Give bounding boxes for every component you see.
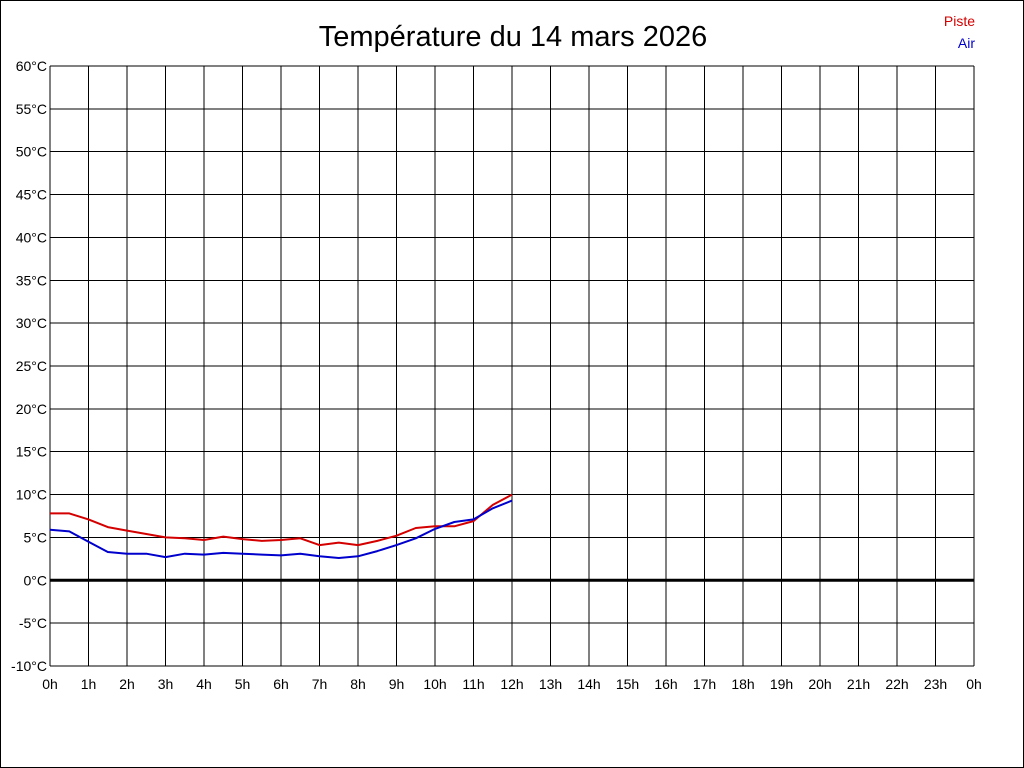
x-tick-label: 8h bbox=[350, 676, 366, 692]
x-axis-ticks: 0h 1h 2h 3h 4h 5h 6h 7h 8h 9h 10h 11h 12h 13h 14h 15h 16… bbox=[42, 676, 982, 692]
x-tick-label: 7h bbox=[312, 676, 328, 692]
x-tick-label: 2h bbox=[119, 676, 135, 692]
grid bbox=[49, 65, 975, 667]
y-tick-label: 30°C bbox=[16, 315, 47, 331]
y-tick-label: 25°C bbox=[16, 358, 47, 374]
y-tick-label: 35°C bbox=[16, 272, 47, 288]
series-line-piste bbox=[50, 493, 513, 547]
x-tick-label: 21h bbox=[847, 676, 870, 692]
y-tick-label: 40°C bbox=[16, 229, 47, 245]
x-tick-label: 0h bbox=[966, 676, 982, 692]
x-tick-label: 11h bbox=[462, 676, 484, 692]
y-tick-label: 0°C bbox=[24, 572, 48, 588]
x-tick-label: 12h bbox=[500, 676, 523, 692]
y-tick-label: 15°C bbox=[16, 444, 47, 460]
x-tick-label: 10h bbox=[423, 676, 446, 692]
x-tick-label: 18h bbox=[731, 676, 754, 692]
y-tick-label: -5°C bbox=[19, 615, 47, 631]
legend-entry-piste: Piste bbox=[944, 13, 975, 29]
x-tick-label: 22h bbox=[885, 676, 908, 692]
y-tick-label: -10°C bbox=[11, 658, 47, 674]
x-tick-label: 1h bbox=[81, 676, 97, 692]
series-group bbox=[49, 493, 513, 559]
x-tick-label: 15h bbox=[616, 676, 639, 692]
x-tick-label: 9h bbox=[389, 676, 405, 692]
x-tick-label: 14h bbox=[577, 676, 600, 692]
y-tick-label: 20°C bbox=[16, 401, 47, 417]
x-tick-label: 17h bbox=[693, 676, 716, 692]
x-tick-label: 5h bbox=[235, 676, 251, 692]
x-tick-label: 13h bbox=[539, 676, 562, 692]
x-tick-label: 20h bbox=[808, 676, 831, 692]
x-tick-label: 16h bbox=[654, 676, 677, 692]
chart-title: Température du 14 mars 2026 bbox=[319, 21, 708, 53]
x-tick-label: 19h bbox=[770, 676, 793, 692]
series-line-air bbox=[49, 499, 513, 559]
y-tick-label: 5°C bbox=[24, 529, 48, 545]
legend: Piste Air bbox=[944, 13, 975, 51]
x-tick-label: 4h bbox=[196, 676, 212, 692]
x-tick-label: 3h bbox=[158, 676, 174, 692]
y-tick-label: 50°C bbox=[16, 144, 47, 160]
x-tick-label: 23h bbox=[924, 676, 947, 692]
x-tick-label: 0h bbox=[42, 676, 58, 692]
y-tick-label: 60°C bbox=[16, 58, 47, 74]
y-tick-label: 55°C bbox=[16, 101, 47, 117]
x-tick-label: 6h bbox=[273, 676, 289, 692]
y-axis-ticks: -10°C -5°C 0°C 5°C 10°C 15°C 20°C 25°C 30°C 35°C 4… bbox=[11, 58, 47, 674]
y-tick-label: 45°C bbox=[16, 187, 47, 203]
y-tick-label: 10°C bbox=[16, 487, 47, 503]
legend-entry-air: Air bbox=[958, 35, 975, 51]
